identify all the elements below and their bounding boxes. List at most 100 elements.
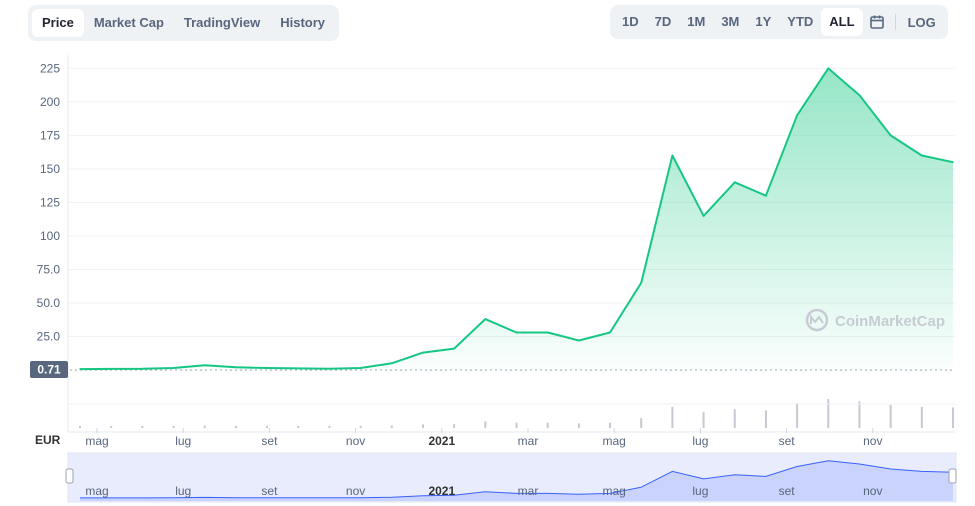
volume-bar [920,406,923,428]
volume-bar [484,421,487,428]
x-tick-label: mag [85,434,108,448]
navigator-tick-label: mag [85,484,108,498]
navigator-line [80,460,954,499]
data-point [266,367,268,369]
log-scale-toggle[interactable]: LOG [907,14,936,30]
data-point [110,368,112,370]
data-point [640,282,643,284]
x-tick-label: lug [692,434,708,448]
coinmarketcap-logo-icon [805,308,829,332]
tab-price[interactable]: Price [32,9,84,37]
y-tick-label: 175 [40,128,60,142]
navigator-tick-label: lug [175,484,191,498]
x-tick-label: set [779,434,796,448]
data-point [453,347,455,350]
chart-type-tabs: Price Market Cap TradingView History [28,5,340,41]
range-all[interactable]: ALL [821,8,863,36]
volume-bar [421,424,424,428]
volume-bar [858,401,861,428]
current-price-badge [30,361,68,378]
volume-bar [453,424,456,428]
data-point [297,367,300,370]
volume-bar [79,425,81,428]
navigator-tick-label: mag [603,484,626,498]
range-buttons: 1D 7D 1M 3M 1Y YTD ALL [614,8,863,36]
volume-bar [733,409,736,428]
range-1d[interactable]: 1D [622,14,639,29]
navigator-area [80,460,953,501]
navigator-tick-label: nov [863,484,882,498]
volume-bar [671,406,674,428]
volume-bar [827,399,830,428]
range-1y[interactable]: 1Y [755,14,772,29]
volume-bar [764,410,767,428]
volume-bar [359,425,362,428]
tab-market-cap[interactable]: Market Cap [93,15,164,30]
volume-bar [609,422,612,428]
navigator-tick-label: nov [346,484,365,498]
data-point [79,368,81,370]
data-point [858,94,861,97]
watermark-text: CoinMarketCap [835,313,945,330]
y-tick-label: 225 [40,61,60,75]
data-point [702,215,705,217]
tab-tradingview[interactable]: TradingView [183,15,261,30]
volume-bar [952,407,954,428]
volume-bar [141,425,144,428]
data-point [515,331,518,334]
data-point [484,318,487,320]
data-point [921,154,923,157]
y-tick-label: 75.0 [37,262,61,276]
navigator-tick-label: 2021 [428,484,455,498]
data-point [328,367,331,370]
current-price-label: 0.71 [37,363,61,377]
data-point [889,134,892,137]
data-point [235,366,237,369]
data-point [141,367,144,370]
data-point [359,367,362,369]
navigator-handle-left[interactable] [65,468,74,484]
volume-bar [546,422,549,428]
data-point [952,161,954,164]
price-area [80,68,953,371]
volume-bar [297,425,300,428]
volume-bar [889,405,892,428]
tab-history[interactable]: History [280,15,326,30]
coinmarketcap-logo-mark [810,314,824,324]
x-tick-label: mar [518,434,539,448]
data-point [796,114,798,117]
y-tick-label: 125 [40,195,60,209]
range-7d[interactable]: 7D [654,14,672,29]
x-tick-label: mag [603,434,626,448]
volume-bar [702,412,705,428]
data-point [765,194,767,197]
data-point [390,362,393,365]
x-tick-label: nov [863,434,882,448]
navigator-handle-right[interactable] [948,468,957,484]
data-point [578,339,580,342]
y-tick-label: 150 [40,162,60,176]
navigator-tick-label: mar [518,484,539,498]
x-tick-label: lug [175,434,191,448]
y-tick-label: 100 [40,229,60,243]
range-ytd[interactable]: YTD [787,14,814,29]
coinmarketcap-logo: CoinMarketCap [805,308,945,332]
volume-bar [328,425,331,428]
volume-bar [796,403,799,428]
x-tick-label: nov [346,434,365,448]
volume-bar [110,425,113,428]
navigator-tick-label: set [779,484,796,498]
volume-bar [577,423,580,428]
data-point [422,351,424,354]
data-point [733,181,736,184]
volume-bar [640,418,643,428]
volume-bar [390,425,393,428]
time-range-selector: 1D 7D 1M 3M 1Y YTD ALL LOG [610,5,948,39]
data-point [609,331,611,334]
range-3m[interactable]: 3M [721,14,740,29]
calendar-icon[interactable] [863,8,891,36]
range-1m[interactable]: 1M [687,14,706,29]
data-point [546,331,549,334]
y-tick-label: 200 [40,95,60,109]
